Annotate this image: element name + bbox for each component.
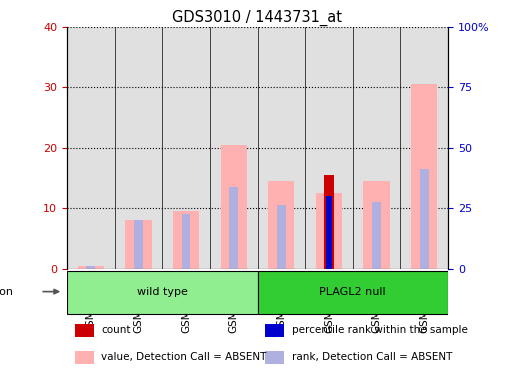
Bar	[324, 196, 333, 269]
Bar	[125, 220, 151, 269]
Bar	[229, 187, 238, 269]
Text: value, Detection Call = ABSENT: value, Detection Call = ABSENT	[101, 352, 267, 362]
Bar	[182, 214, 191, 269]
Bar	[265, 324, 284, 337]
Text: percentile rank within the sample: percentile rank within the sample	[292, 325, 468, 335]
Bar	[364, 181, 390, 269]
Bar	[277, 205, 286, 269]
Bar	[75, 351, 94, 364]
Text: rank, Detection Call = ABSENT: rank, Detection Call = ABSENT	[292, 352, 452, 362]
Text: wild type: wild type	[137, 286, 187, 296]
Bar	[134, 220, 143, 269]
Bar	[268, 181, 295, 269]
Bar	[326, 196, 332, 269]
Bar	[220, 145, 247, 269]
Bar	[265, 351, 284, 364]
Bar	[258, 271, 448, 314]
Bar	[75, 324, 94, 337]
Bar	[78, 266, 104, 269]
Bar	[67, 271, 258, 314]
Bar	[420, 169, 428, 269]
Bar	[372, 202, 381, 269]
Text: genotype/variation: genotype/variation	[0, 286, 13, 296]
Bar	[324, 175, 334, 269]
Title: GDS3010 / 1443731_at: GDS3010 / 1443731_at	[173, 9, 342, 25]
Bar	[173, 211, 199, 269]
Bar	[87, 266, 95, 269]
Bar	[316, 193, 342, 269]
Text: PLAGL2 null: PLAGL2 null	[319, 286, 386, 296]
Bar	[411, 84, 437, 269]
Text: count: count	[101, 325, 131, 335]
